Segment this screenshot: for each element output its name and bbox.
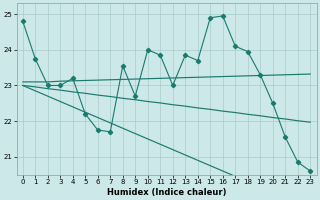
X-axis label: Humidex (Indice chaleur): Humidex (Indice chaleur): [107, 188, 226, 197]
